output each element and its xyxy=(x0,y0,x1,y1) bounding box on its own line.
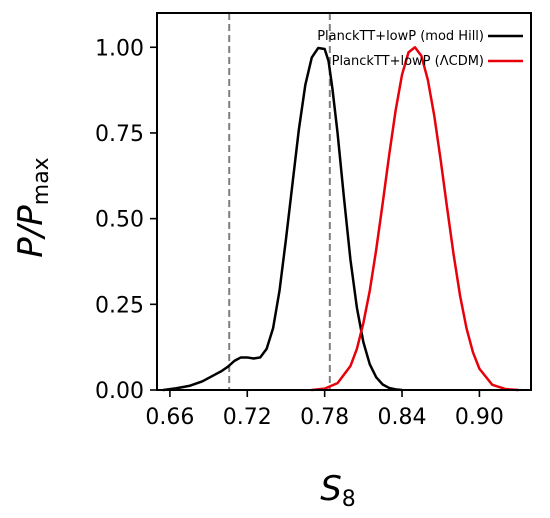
x-axis-label-subscript: 8 xyxy=(342,487,356,512)
x-axis-label: S8 xyxy=(320,469,356,512)
series-line-1 xyxy=(162,46,404,392)
y-tick-label-3: 0.50 xyxy=(95,208,144,233)
series-line-2 xyxy=(310,46,520,392)
plot-frame xyxy=(156,12,532,391)
y-tick-label-1: 0.00 xyxy=(95,379,144,404)
x-tick-label-4: 0.84 xyxy=(378,405,427,430)
legend-label-1: PlanckTT+lowP (mod Hill) xyxy=(317,29,484,44)
legend: PlanckTT+lowP (mod Hill) PlanckTT+lowP (Λ… xyxy=(317,29,523,69)
legend-label-2: PlanckTT+lowP (ΛCDM) xyxy=(332,54,484,69)
x-tick-label-3: 0.78 xyxy=(300,405,349,430)
y-tick-label-2: 0.25 xyxy=(95,293,144,318)
y-axis-label: P/Pmax xyxy=(11,157,54,257)
y-tick-label-4: 0.75 xyxy=(95,122,144,147)
x-tick-label-5: 0.90 xyxy=(455,405,504,430)
y-axis-label-subscript: max xyxy=(29,157,54,205)
axis-ticks: 0.66 0.72 0.78 0.84 0.90 0.00 0.25 0.50 0.75 1.00 xyxy=(95,36,504,430)
x-tick-label-2: 0.72 xyxy=(223,405,272,430)
y-tick-label-5: 1.00 xyxy=(95,36,144,61)
x-tick-label-1: 0.66 xyxy=(145,405,194,430)
y-axis-label-main: P/P xyxy=(11,205,51,258)
plot-content xyxy=(162,13,520,392)
x-axis-label-main: S xyxy=(320,469,342,509)
